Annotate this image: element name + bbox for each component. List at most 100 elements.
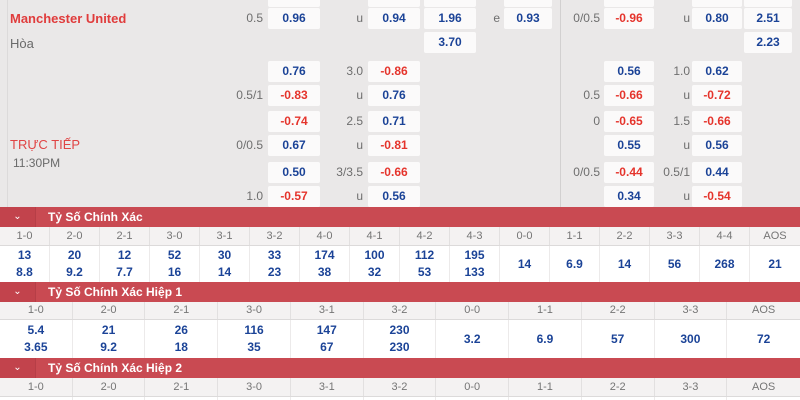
odds-box[interactable]: 0.67 — [268, 135, 320, 156]
odds-box[interactable]: -0.86 — [368, 61, 420, 82]
odds-box[interactable]: -0.96 — [604, 8, 654, 29]
score-odds-value[interactable]: 56 — [667, 256, 682, 271]
score-column-0-0: 0-0 — [500, 227, 550, 245]
odds-box[interactable]: 1.96 — [424, 8, 476, 29]
score-odds-value[interactable]: 14 — [617, 256, 632, 271]
section-header-bar[interactable]: ⌄ Tỷ Số Chính Xác Hiệp 1 — [0, 282, 800, 302]
score-odds-value[interactable]: 3.65 — [24, 340, 48, 354]
score-odds-value[interactable]: 26 — [174, 323, 188, 337]
score-odds-value[interactable]: 52 — [167, 248, 182, 262]
score-odds-value[interactable]: 230 — [389, 323, 410, 337]
score-odds-value[interactable]: 9.2 — [100, 340, 117, 354]
odds-box[interactable]: 0.34 — [604, 186, 654, 207]
score-odds-value[interactable]: 6.9 — [566, 256, 583, 271]
line-label: u — [356, 11, 363, 25]
score-odds-value[interactable]: 16 — [167, 265, 182, 279]
score-odds-value[interactable]: 35 — [247, 340, 261, 354]
odds-row: 0.5 0.96 u 0.94 1.96 e 0.93 0/0.5 -0.96 … — [0, 8, 800, 29]
score-odds-value[interactable]: 33 — [267, 248, 282, 262]
score-column-3-1: 3-1 — [291, 378, 364, 396]
score-odds-value[interactable]: 8.8 — [16, 265, 33, 279]
score-column-2-2: 2-2 — [582, 378, 655, 396]
odds-box[interactable]: 0.56 — [692, 135, 742, 156]
odds-box[interactable]: 0.56 — [368, 186, 420, 207]
score-column-0-0: 0-0 — [436, 378, 510, 396]
handicap-label: 0.5 — [246, 11, 263, 25]
chevron-down-icon[interactable]: ⌄ — [0, 207, 36, 227]
odds-box[interactable]: 0.76 — [368, 85, 420, 106]
score-odds-value[interactable]: 268 — [714, 256, 735, 271]
score-odds-value[interactable]: 112 — [414, 248, 435, 262]
score-odds-value[interactable]: 174 — [314, 248, 335, 262]
score-odds-value[interactable]: 23 — [267, 265, 282, 279]
score-odds-value[interactable]: 14 — [217, 265, 232, 279]
score-column-2-2: 2-2 — [600, 227, 650, 245]
score-odds-value[interactable]: 18 — [174, 340, 188, 354]
odds-box[interactable]: -0.57 — [268, 186, 320, 207]
score-odds-value[interactable]: 5.4 — [27, 323, 45, 337]
score-odds-value[interactable]: 30 — [217, 248, 232, 262]
score-odds-value[interactable]: 6.9 — [536, 331, 554, 346]
score-odds-value[interactable]: 147 — [316, 323, 337, 337]
odds-box[interactable]: 3.70 — [424, 32, 476, 53]
score-odds-value[interactable]: 20 — [67, 248, 82, 262]
odds-box[interactable]: 0.44 — [692, 162, 742, 183]
score-odds-value[interactable]: 14 — [517, 256, 532, 271]
odds-box[interactable]: 0.56 — [604, 61, 654, 82]
odds-box[interactable]: -0.54 — [692, 186, 742, 207]
section-header-bar[interactable]: ⌄ Tỷ Số Chính Xác — [0, 207, 800, 227]
odds-box[interactable]: -0.66 — [604, 85, 654, 106]
score-odds-value[interactable]: 57 — [610, 331, 625, 346]
score-odds-value[interactable]: 300 — [680, 331, 701, 346]
section-title: Tỷ Số Chính Xác — [48, 210, 143, 224]
odds-box[interactable]: -0.72 — [692, 85, 742, 106]
odds-box[interactable]: -0.66 — [692, 111, 742, 132]
odds-box[interactable]: -0.74 — [268, 111, 320, 132]
score-odds-value[interactable]: 13 — [17, 248, 32, 262]
score-odds-value[interactable]: 116 — [244, 323, 264, 337]
score-odds-value[interactable]: 195 — [464, 248, 485, 262]
score-odds-value[interactable]: 230 — [389, 340, 410, 354]
odds-box[interactable]: 0.94 — [368, 8, 420, 29]
odds-box[interactable]: 0.80 — [692, 8, 742, 29]
odds-box[interactable]: 2.23 — [744, 32, 792, 53]
odds-box[interactable]: 2.51 — [744, 8, 792, 29]
odds-box[interactable]: 0.50 — [268, 162, 320, 183]
score-odds-value[interactable]: 67 — [320, 340, 334, 354]
score-odds-value[interactable]: 9.2 — [66, 265, 83, 279]
score-cell-3-2: 33 23 — [250, 246, 300, 282]
odds-box[interactable]: -0.66 — [368, 162, 420, 183]
score-odds-value[interactable]: 38 — [317, 265, 332, 279]
odds-box[interactable]: -0.83 — [268, 85, 320, 106]
score-odds-value[interactable]: 21 — [768, 256, 782, 271]
score-odds-value[interactable]: 53 — [417, 265, 432, 279]
odds-box[interactable]: -0.65 — [604, 111, 654, 132]
score-odds-value[interactable]: 72 — [756, 331, 771, 346]
odds-box[interactable]: 0.76 — [268, 61, 320, 82]
score-odds-value[interactable]: 32 — [367, 265, 382, 279]
score-cell-1-0: 5.4 3.65 — [0, 320, 73, 358]
score-odds-value[interactable]: 21 — [101, 323, 116, 337]
odds-box[interactable]: -0.44 — [604, 162, 654, 183]
odds-box[interactable]: -0.81 — [368, 135, 420, 156]
score-odds-value[interactable]: 133 — [464, 265, 485, 279]
chevron-down-icon[interactable]: ⌄ — [0, 282, 36, 302]
odds-row: 3.70 2.23 — [0, 32, 800, 53]
score-cell-2-2 — [582, 397, 655, 400]
chevron-down-icon[interactable]: ⌄ — [0, 358, 36, 378]
score-cell-4-4: 268 — [700, 246, 750, 282]
score-odds-value[interactable]: 7.7 — [116, 265, 133, 279]
odds-box[interactable]: 0.93 — [504, 8, 552, 29]
odds-box[interactable]: 0.55 — [604, 135, 654, 156]
odds-box[interactable]: 0.62 — [692, 61, 742, 82]
score-odds-value[interactable]: 12 — [117, 248, 132, 262]
odds-box[interactable]: 0.71 — [368, 111, 420, 132]
score-cell-3-0: 116 35 — [218, 320, 291, 358]
score-odds-value[interactable]: 100 — [364, 248, 385, 262]
score-odds-value[interactable]: 3.2 — [463, 331, 481, 346]
score-column-4-0: 4-0 — [300, 227, 350, 245]
section-header-bar[interactable]: ⌄ Tỷ Số Chính Xác Hiệp 2 — [0, 358, 800, 378]
handicap-label: 0/0.5 — [573, 11, 600, 25]
odds-box[interactable]: 0.96 — [268, 8, 320, 29]
line-label: u — [683, 88, 690, 102]
